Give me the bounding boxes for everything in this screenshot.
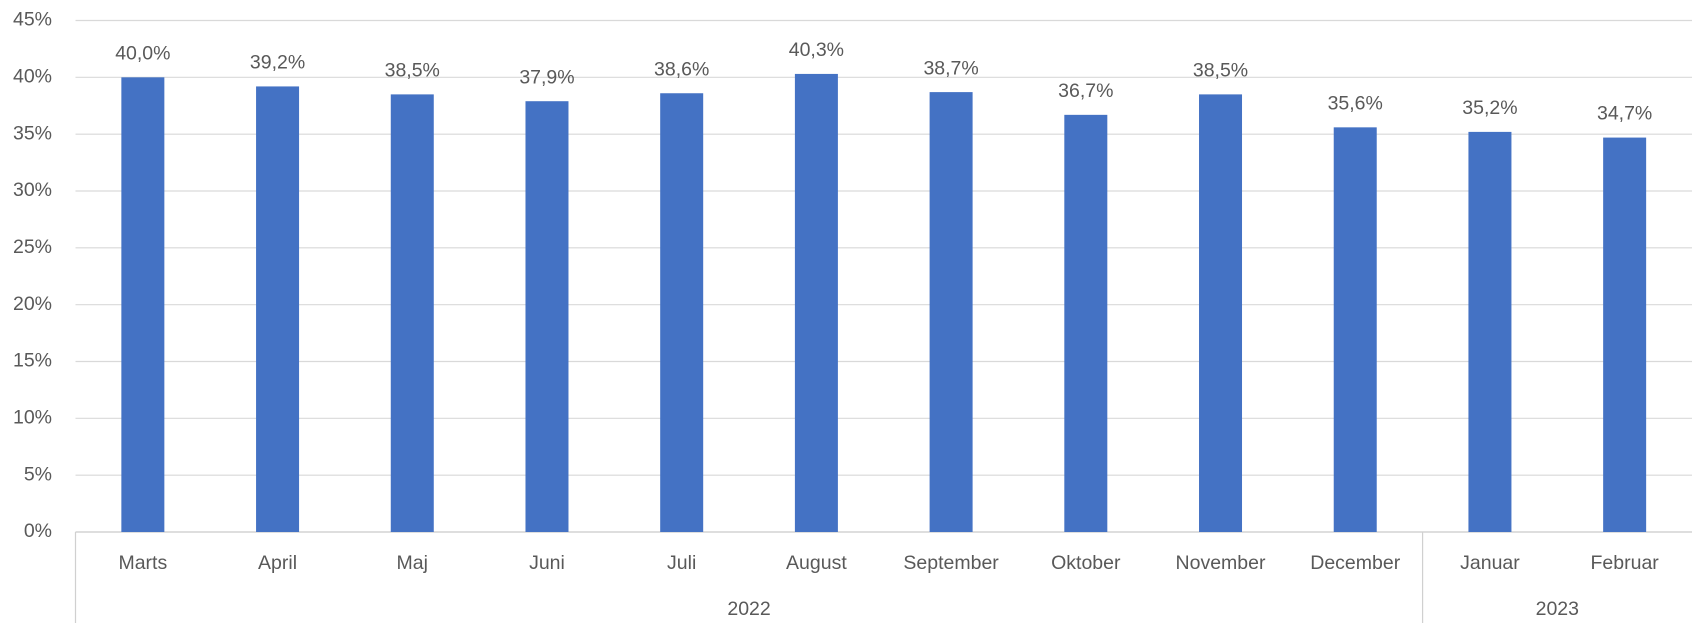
value-label: 38,6%	[654, 58, 709, 80]
value-label: 38,7%	[923, 57, 978, 79]
y-tick-label: 35%	[13, 122, 52, 144]
group-label: 2023	[1536, 598, 1579, 620]
value-label: 34,7%	[1597, 103, 1652, 125]
x-tick-label: December	[1310, 552, 1400, 574]
bar	[1064, 114, 1108, 533]
value-label: 39,2%	[250, 52, 305, 74]
bar	[794, 73, 838, 532]
value-label: 37,9%	[519, 66, 574, 88]
value-label: 35,2%	[1462, 97, 1517, 119]
y-tick-label: 40%	[13, 65, 52, 87]
value-label: 35,6%	[1328, 93, 1383, 115]
group-label: 2022	[727, 598, 770, 620]
value-label: 36,7%	[1058, 80, 1113, 102]
y-tick-label: 45%	[13, 9, 52, 31]
bar	[390, 94, 434, 532]
y-tick-label: 5%	[24, 463, 52, 485]
y-tick-label: 15%	[13, 350, 52, 372]
bar	[1468, 131, 1512, 533]
x-tick-label: August	[786, 552, 847, 574]
y-tick-label: 30%	[13, 179, 52, 201]
bar	[1199, 94, 1243, 532]
bar	[256, 86, 300, 532]
bar	[660, 93, 704, 532]
y-tick-label: 20%	[13, 293, 52, 315]
bar	[1333, 127, 1377, 532]
value-label: 40,0%	[115, 42, 170, 64]
value-label: 38,5%	[1193, 60, 1248, 82]
x-tick-label: November	[1176, 552, 1266, 574]
bar	[1603, 137, 1647, 532]
x-tick-label: Februar	[1591, 552, 1660, 574]
x-tick-label: September	[903, 552, 999, 574]
value-label: 38,5%	[385, 60, 440, 82]
x-tick-label: Januar	[1460, 552, 1520, 574]
value-label: 40,3%	[789, 39, 844, 61]
x-tick-label: Marts	[118, 552, 167, 574]
x-tick-label: April	[258, 552, 297, 574]
y-tick-label: 0%	[24, 520, 52, 542]
x-tick-label: Juni	[529, 552, 565, 574]
x-tick-label: Maj	[397, 552, 428, 574]
x-tick-label: Juli	[667, 552, 696, 574]
y-tick-label: 10%	[13, 406, 52, 428]
bar	[525, 101, 569, 532]
bar	[929, 92, 973, 533]
x-tick-label: Oktober	[1051, 552, 1121, 574]
bar	[121, 77, 165, 532]
y-tick-label: 25%	[13, 236, 52, 258]
